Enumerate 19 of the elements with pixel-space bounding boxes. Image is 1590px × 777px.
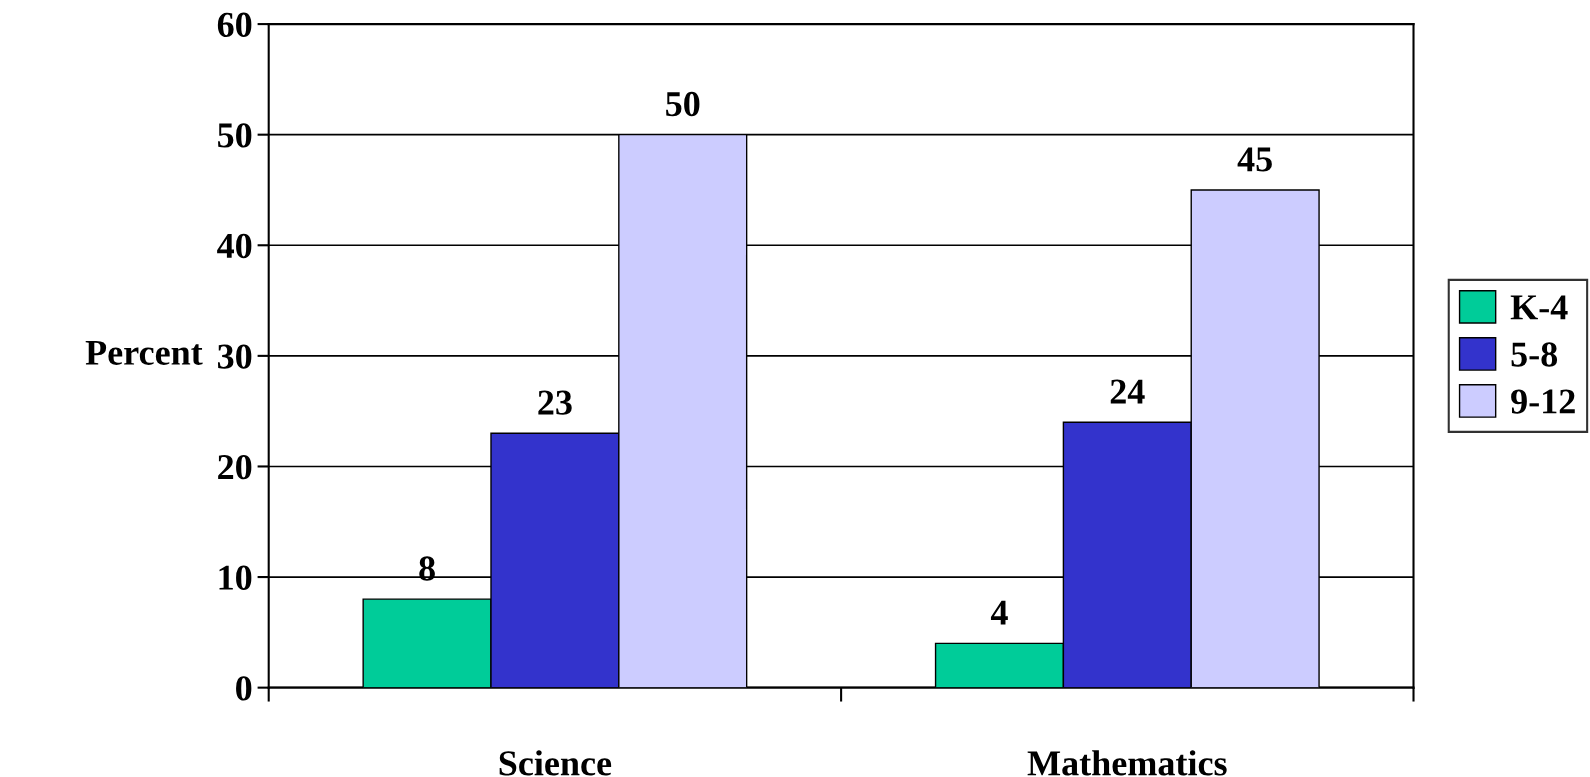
y-tick-label: 20 [218,454,252,480]
data-label: 23 [538,390,572,415]
data-label: 8 [419,556,435,581]
data-label: 24 [1110,379,1145,404]
data-label: 50 [666,91,700,117]
data-label: 4 [990,600,1008,625]
y-tick-label: 40 [217,233,252,259]
legend-label: 5-8 [1511,342,1558,367]
legend-label: 9-12 [1511,389,1575,414]
y-tick-label: 10 [219,565,252,590]
data-label: 45 [1237,147,1272,172]
y-tick-label: 50 [218,123,252,148]
x-tick-label: Mathematics [1027,750,1227,776]
y-tick-label: 0 [236,676,252,701]
y-tick-label: 60 [217,12,252,37]
y-axis-title: Percent [85,340,203,365]
legend-label: K-4 [1510,295,1568,320]
x-tick-label: Science [499,750,612,776]
y-tick-label: 30 [217,344,252,369]
